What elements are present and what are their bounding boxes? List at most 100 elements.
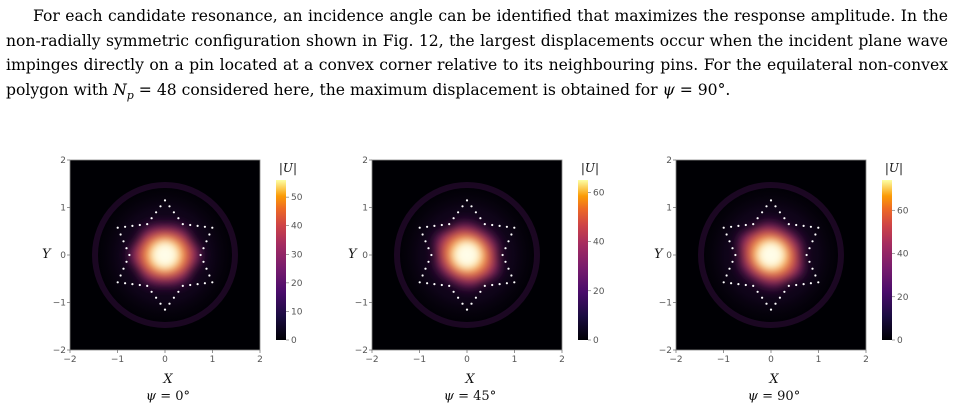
y-tick-label: 1	[362, 204, 368, 214]
heatmap-panel-3: Y −2 −1 0 1 2 2 1 0 −1 −2 |U| 60 40 20 0 X ψ = 90°	[642, 152, 942, 414]
pin	[457, 211, 460, 214]
pin	[761, 296, 764, 299]
pin	[461, 302, 464, 305]
pin	[513, 281, 516, 284]
pin	[795, 223, 798, 227]
pin	[421, 233, 424, 236]
field-ring	[394, 182, 540, 328]
x-axis-label: X	[163, 372, 173, 387]
pin	[744, 223, 747, 227]
pin	[116, 226, 119, 229]
pin	[196, 224, 199, 227]
pin	[498, 224, 501, 227]
pin	[808, 247, 811, 250]
pin	[504, 247, 507, 250]
panel-caption: ψ = 45°	[370, 389, 570, 404]
y-tick-label: 2	[362, 156, 368, 166]
pin	[730, 225, 733, 228]
pin	[814, 233, 817, 236]
pin	[501, 253, 504, 257]
pin	[181, 284, 184, 287]
x-tick-label: −2	[365, 355, 378, 365]
psi-symbol: ψ	[747, 389, 758, 404]
x-tick-label: −2	[669, 355, 682, 365]
pin	[119, 274, 122, 277]
colorbar-tick-label: 0	[897, 336, 903, 346]
colorbar	[882, 180, 892, 340]
pin	[131, 283, 134, 286]
field-ring	[92, 182, 238, 328]
pin	[483, 223, 486, 226]
colorbar-title: |U|	[279, 161, 297, 175]
pin	[430, 253, 433, 257]
pin	[205, 267, 208, 270]
pin	[211, 281, 214, 284]
pin	[208, 274, 211, 277]
x-axis-label: X	[769, 372, 779, 387]
pin	[805, 253, 808, 257]
pin	[491, 283, 494, 287]
colorbar-tick-label: 60	[897, 206, 909, 216]
pin	[744, 283, 747, 287]
x-tick-label: 2	[257, 355, 263, 365]
colorbar-tick-label: 0	[291, 336, 297, 346]
pin	[461, 205, 464, 208]
pin	[752, 223, 755, 226]
pin	[505, 225, 508, 228]
colorbar-tick-label: 40	[593, 238, 605, 248]
y-tick-label: 2	[60, 156, 66, 166]
y-tick-label: −1	[355, 299, 368, 309]
pin	[510, 274, 513, 277]
x-tick-label: −2	[63, 355, 76, 365]
pin	[728, 240, 731, 243]
pin	[465, 199, 469, 202]
pin	[427, 260, 430, 263]
psi-symbol: ψ	[145, 389, 157, 404]
np-value: = 48	[133, 80, 177, 99]
field-ring	[698, 182, 844, 328]
pin	[452, 290, 455, 293]
pin	[202, 260, 205, 263]
y-tick-label: −1	[53, 299, 66, 309]
pin	[116, 281, 119, 284]
pin	[510, 233, 513, 236]
panel-caption: ψ = 0°	[68, 389, 268, 404]
colorbar-tick-label: 40	[291, 222, 303, 232]
pin	[761, 211, 764, 214]
pin	[448, 223, 451, 226]
np-letter: N	[113, 80, 127, 99]
pin	[465, 308, 469, 311]
pin	[146, 284, 149, 287]
pin	[155, 296, 158, 299]
y-tick-label: 1	[60, 204, 66, 214]
pin	[479, 290, 482, 293]
heatmap-panel-2: Y −2 −1 0 1 2 2 1 0 −1 −2 |U| 60 40 20 0 X ψ = 45°	[338, 152, 638, 414]
pin	[814, 274, 817, 277]
pin	[731, 260, 734, 263]
pin	[722, 281, 725, 284]
pin	[765, 302, 768, 305]
pin	[163, 199, 167, 202]
pin	[163, 308, 167, 311]
pin	[421, 274, 424, 277]
pin	[817, 281, 820, 284]
pin	[177, 290, 180, 293]
colorbar-tick-label: 30	[291, 250, 303, 260]
psi-value: = 90°	[758, 389, 801, 404]
pin	[752, 284, 755, 287]
paragraph-body-2: considered here, the maximum displacemen…	[176, 80, 663, 99]
colorbar-tick-label: 40	[897, 250, 909, 260]
pin	[474, 296, 477, 299]
pin	[433, 283, 436, 286]
pin	[168, 302, 171, 305]
pin	[452, 217, 455, 220]
pin	[470, 302, 473, 305]
pin	[448, 284, 451, 287]
pin	[507, 240, 510, 243]
psi-value: = 45°	[454, 389, 497, 404]
pin	[774, 205, 777, 208]
heatmap-plot: −2 −1 0 1 2 2 1 0 −1 −2 |U| 60 40 20 0	[659, 156, 909, 365]
pin	[765, 205, 768, 208]
pin	[505, 282, 508, 285]
heatmap-plot: −2 −1 0 1 2 2 1 0 −1 −2 |U| 60 40 20 0	[355, 156, 605, 365]
